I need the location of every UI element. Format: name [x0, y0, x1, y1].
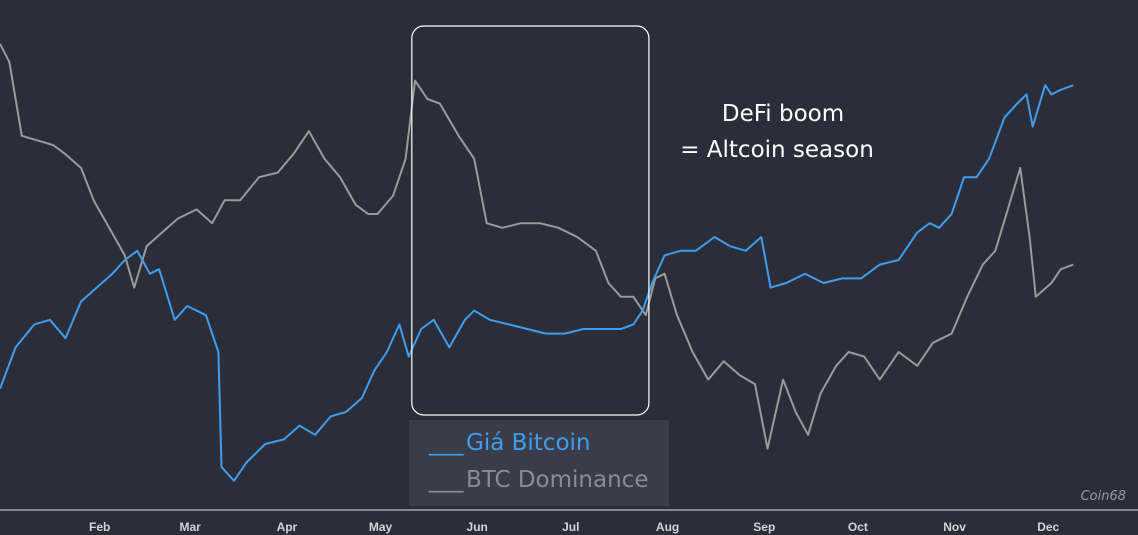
x-tick-label-dec: Dec [1037, 520, 1059, 534]
annotation-line-2: = Altcoin season [680, 137, 874, 163]
x-tick-label-mar: Mar [180, 520, 202, 534]
x-tick-label-sep: Sep [753, 520, 775, 534]
x-tick-label-nov: Nov [943, 520, 966, 534]
legend-marker-bitcoin: ___ [428, 430, 464, 456]
legend-panel [409, 420, 669, 506]
x-tick-label-jul: Jul [562, 520, 579, 534]
x-tick-label-may: May [369, 520, 393, 534]
x-tick-label-jun: Jun [467, 520, 488, 534]
highlight-box-defi [411, 25, 650, 416]
series-line-btc-dominance [0, 43, 1074, 450]
legend-label-dominance: BTC Dominance [466, 467, 648, 493]
x-axis-ticks: Feb Mar Apr May Jun Jul Aug Sep Oct Nov Dec [89, 520, 1060, 534]
x-tick-label-oct: Oct [848, 520, 868, 534]
x-tick-label-apr: Apr [277, 520, 298, 534]
legend-marker-dominance: ___ [428, 467, 464, 493]
x-tick-label-aug: Aug [656, 520, 679, 534]
annotation-line-1: DeFi boom [722, 101, 844, 127]
watermark-coin68: Coin68 [1081, 489, 1126, 504]
legend-label-bitcoin: Giá Bitcoin [466, 430, 591, 456]
series-line-bitcoin-price [0, 84, 1074, 482]
x-tick-label-feb: Feb [89, 520, 110, 534]
